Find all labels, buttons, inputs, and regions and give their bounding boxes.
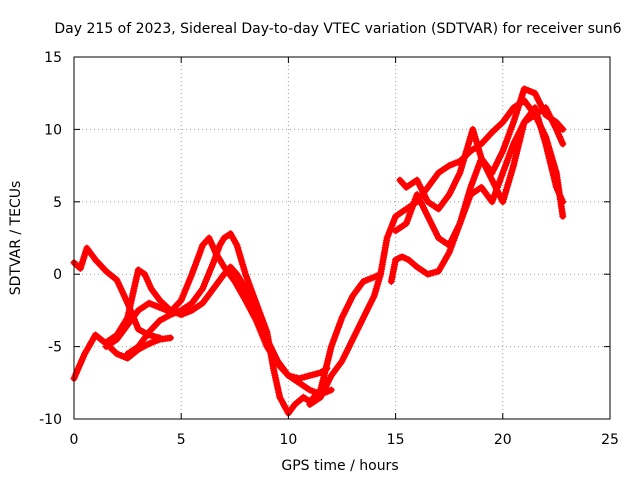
x-tick-label: 0 xyxy=(70,432,79,448)
plot-frame xyxy=(73,56,611,420)
data-point xyxy=(559,125,567,133)
data-point xyxy=(327,386,335,394)
data-point xyxy=(559,140,567,148)
series-line xyxy=(71,245,163,341)
x-tick-label: 25 xyxy=(601,432,619,448)
x-tick-label: 20 xyxy=(494,432,512,448)
axis-ticks xyxy=(73,56,611,420)
y-tick-label: 10 xyxy=(44,122,62,138)
series-line xyxy=(306,97,566,408)
x-tick-label: 15 xyxy=(387,432,405,448)
x-tick-label: 5 xyxy=(177,432,186,448)
series-track-8 xyxy=(396,85,567,213)
data-point xyxy=(559,198,567,206)
y-tick-label: -5 xyxy=(48,340,62,356)
data-point xyxy=(166,334,174,342)
y-tick-label: 0 xyxy=(53,267,62,283)
series-line xyxy=(392,104,566,249)
series-track-6 xyxy=(306,96,567,409)
series-track-5 xyxy=(124,230,385,417)
y-tick-label: 15 xyxy=(44,50,62,66)
y-tick-label: -10 xyxy=(39,412,62,428)
y-tick-labels: -10 -5 0 5 10 15 xyxy=(39,50,62,428)
x-axis-label: GPS time / hours xyxy=(281,458,398,474)
chart-title: Day 215 of 2023, Sidereal Day-to-day VTE… xyxy=(54,21,621,37)
data-point xyxy=(559,212,567,220)
y-tick-label: 5 xyxy=(53,195,62,211)
x-tick-label: 10 xyxy=(279,432,297,448)
x-tick-labels: 0 5 10 15 20 25 xyxy=(70,432,619,448)
series-track-9 xyxy=(392,104,567,249)
series-track-2 xyxy=(70,244,164,342)
y-axis-label: SDTVAR / TECUs xyxy=(8,181,24,296)
data-point xyxy=(156,334,164,342)
data-series xyxy=(70,85,567,417)
